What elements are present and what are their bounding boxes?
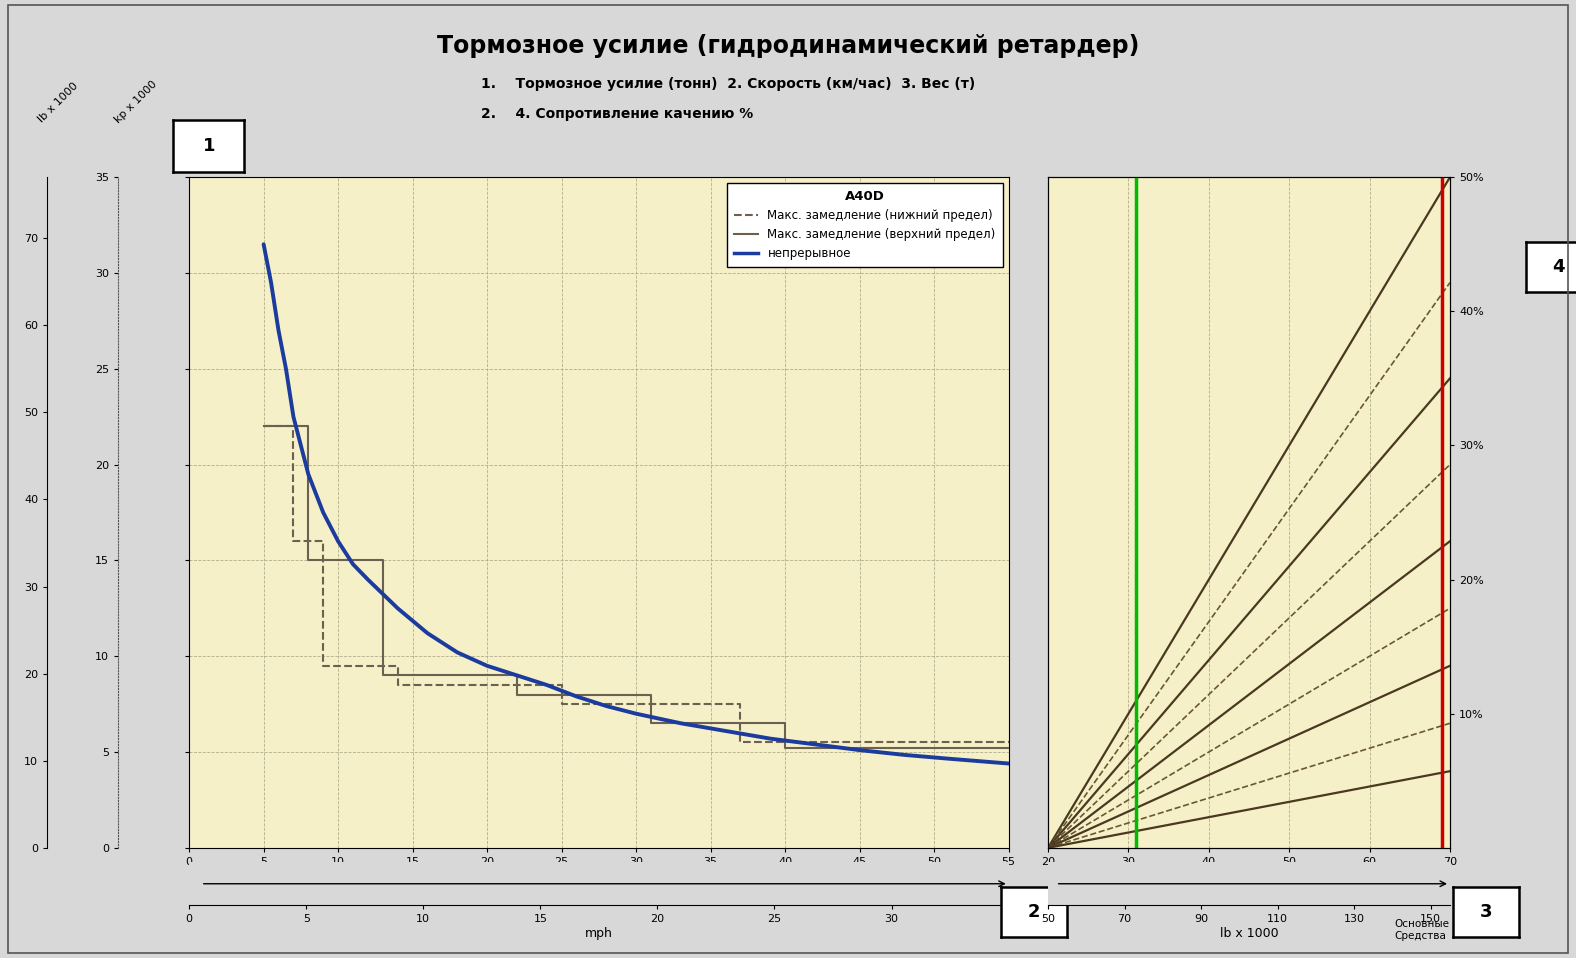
- X-axis label: km/h: km/h: [583, 871, 615, 884]
- Text: 1.    Тормозное усилие (тонн)  2. Скорость (км/час)  3. Вес (т): 1. Тормозное усилие (тонн) 2. Скорость (…: [481, 77, 976, 91]
- X-axis label: mph: mph: [585, 927, 613, 940]
- Text: 3: 3: [1480, 903, 1492, 921]
- Legend: Макс. замедление (нижний предел), Макс. замедление (верхний предел), непрерывное: Макс. замедление (нижний предел), Макс. …: [727, 183, 1002, 267]
- Text: 4: 4: [1552, 259, 1565, 276]
- Text: 1: 1: [203, 137, 214, 155]
- Text: lb x 1000: lb x 1000: [36, 80, 80, 125]
- X-axis label: kg x 1000: kg x 1000: [1218, 871, 1280, 884]
- Text: kp x 1000: kp x 1000: [113, 79, 159, 125]
- Text: 2: 2: [1028, 903, 1040, 921]
- Text: Тормозное усилие (гидродинамический ретардер): Тормозное усилие (гидродинамический рета…: [437, 34, 1139, 57]
- Text: 2.    4. Сопротивление качению %: 2. 4. Сопротивление качению %: [481, 107, 753, 122]
- Text: Основные
Средства: Основные Средства: [1395, 919, 1450, 941]
- X-axis label: lb x 1000: lb x 1000: [1220, 927, 1278, 940]
